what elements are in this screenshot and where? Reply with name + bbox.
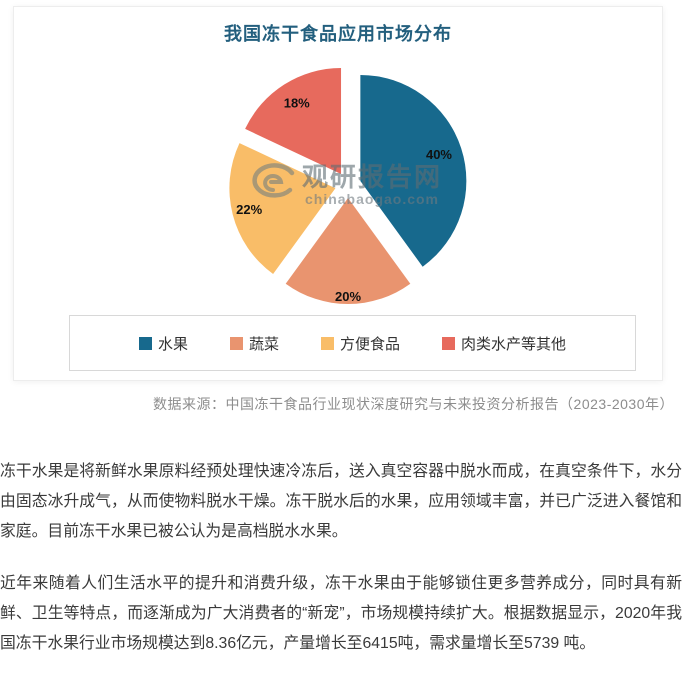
legend-label: 方便食品 [340, 335, 401, 353]
chart-title: 我国冻干食品应用市场分布 [224, 24, 452, 44]
pie-chart: 40% 20% 22% 18% [229, 68, 467, 304]
legend-swatch-icon [229, 336, 243, 350]
legend-swatch-icon [442, 336, 456, 350]
data-source-note: 数据来源：中国冻干食品行业现状深度研究与未来投资分析报告（2023-2030年） [153, 396, 674, 412]
legend-swatch-icon [138, 336, 152, 350]
pie-slice-2 [285, 198, 411, 304]
pie-slice-label: 40% [426, 147, 452, 162]
legend-label: 肉类水产等其他 [461, 335, 567, 353]
chart-card: 我国冻干食品应用市场分布 40% 20% 22% 18% 观研报告网 chinabao… [13, 6, 663, 381]
pie-legend: 水果 蔬菜 方便食品 肉类水产等其他 [69, 315, 636, 371]
legend-item: 方便食品 [321, 333, 400, 354]
pie-slice-label: 20% [335, 289, 361, 304]
legend-item: 蔬菜 [229, 333, 279, 354]
pie-slice-label: 22% [236, 202, 262, 217]
legend-label: 水果 [157, 335, 188, 353]
article-body: 冻干水果是将新鲜水果原料经预处理快速冷冻后，送入真空容器中脱水而成，在真空条件下… [0, 457, 682, 681]
legend-label: 蔬菜 [248, 335, 279, 353]
legend-item: 肉类水产等其他 [442, 333, 566, 354]
pie-slice-1 [360, 74, 467, 267]
legend-swatch-icon [321, 336, 334, 350]
legend-item: 水果 [138, 333, 188, 354]
pie-slice-4 [245, 68, 342, 175]
article-paragraph: 冻干水果是将新鲜水果原料经预处理快速冷冻后，送入真空容器中脱水而成，在真空条件下… [0, 463, 682, 540]
article-paragraph: 近年来随着人们生活水平的提升和消费升级，冻干水果由于能够锁住更多营养成分，同时具… [0, 575, 682, 652]
pie-slice-label: 18% [284, 96, 310, 111]
